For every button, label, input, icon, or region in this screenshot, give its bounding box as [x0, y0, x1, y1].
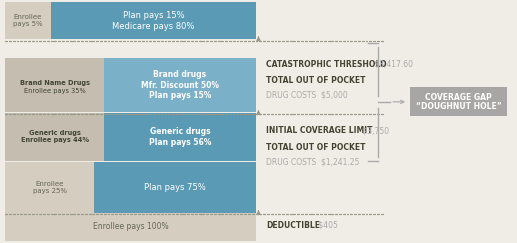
Text: Brand Name Drugs: Brand Name Drugs — [20, 80, 89, 86]
Text: TOTAL OUT OF POCKET: TOTAL OUT OF POCKET — [266, 143, 366, 152]
Bar — [5, 113, 104, 161]
Text: $405: $405 — [316, 221, 338, 230]
Bar — [5, 2, 51, 39]
Text: $3,750: $3,750 — [360, 126, 389, 135]
Text: Enrollee
pays 5%: Enrollee pays 5% — [13, 14, 43, 27]
Bar — [104, 113, 256, 161]
Text: Generic drugs
Plan pays 56%: Generic drugs Plan pays 56% — [149, 127, 211, 147]
Text: CATASTROPHIC THRESHOLD: CATASTROPHIC THRESHOLD — [266, 60, 387, 69]
Bar — [410, 87, 507, 116]
Text: Plan pays 75%: Plan pays 75% — [144, 183, 206, 192]
Text: Enrollee
pays 25%: Enrollee pays 25% — [33, 181, 67, 194]
Bar — [5, 213, 256, 241]
Text: Brand drugs
Mfr. Discount 50%
Plan pays 15%: Brand drugs Mfr. Discount 50% Plan pays … — [141, 70, 219, 100]
Text: COVERAGE GAP: COVERAGE GAP — [425, 93, 492, 102]
Bar — [94, 162, 256, 213]
Text: “DOUGHNUT HOLE”: “DOUGHNUT HOLE” — [416, 102, 501, 111]
Bar — [5, 162, 94, 213]
Text: INITIAL COVERAGE LIMIT: INITIAL COVERAGE LIMIT — [266, 126, 373, 135]
Text: Generic drugs
Enrollee pays 44%: Generic drugs Enrollee pays 44% — [21, 130, 88, 143]
Text: $8,417.60: $8,417.60 — [372, 60, 414, 69]
Text: Enrollee pays 100%: Enrollee pays 100% — [93, 222, 169, 231]
Bar — [104, 58, 256, 112]
Text: Enrollee pays 35%: Enrollee pays 35% — [24, 88, 85, 94]
Text: DEDUCTIBLE: DEDUCTIBLE — [266, 221, 320, 230]
Text: TOTAL OUT OF POCKET: TOTAL OUT OF POCKET — [266, 76, 366, 85]
Text: DRUG COSTS  $5,000: DRUG COSTS $5,000 — [266, 91, 348, 100]
Text: Plan pays 15%
Medicare pays 80%: Plan pays 15% Medicare pays 80% — [112, 11, 194, 31]
Text: DRUG COSTS  $1,241.25: DRUG COSTS $1,241.25 — [266, 157, 359, 166]
Bar — [51, 2, 256, 39]
Bar — [5, 58, 104, 112]
